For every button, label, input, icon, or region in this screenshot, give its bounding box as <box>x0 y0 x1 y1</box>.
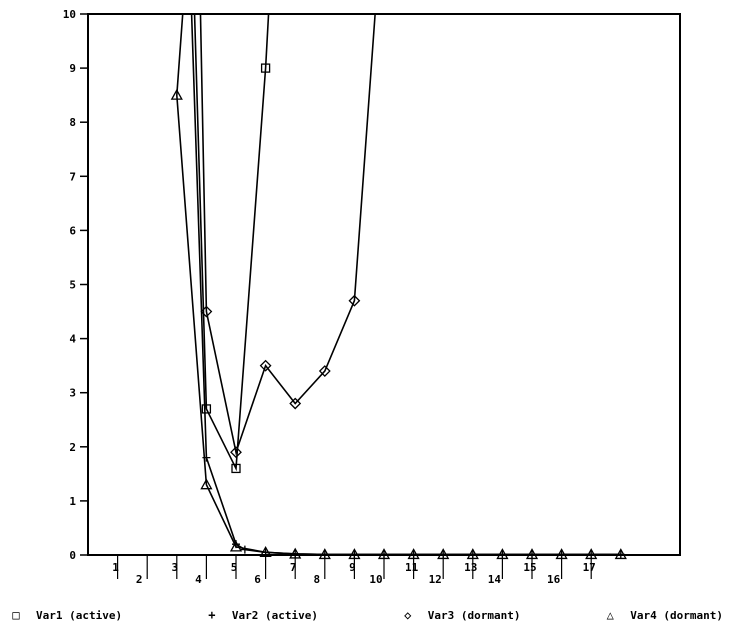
y-tick-label: 9 <box>69 62 76 75</box>
marker-triangle <box>170 88 183 100</box>
x-tick-label: 16 <box>547 573 561 586</box>
legend-label: Var1 (active) <box>36 608 123 622</box>
marker-triangle <box>348 548 361 560</box>
series-line-2 <box>190 13 621 556</box>
marker-triangle <box>377 548 391 560</box>
legend-square-icon: □ <box>12 608 20 622</box>
x-tick-label: 5 <box>231 561 238 574</box>
x-tick-label: 2 <box>136 573 143 586</box>
legend-item: ◇ Var3 (dormant) <box>400 608 521 622</box>
marker-triangle <box>496 548 509 560</box>
legend-item: □ Var1 (active) <box>8 608 122 622</box>
marker-diamond <box>200 305 213 318</box>
marker-diamond <box>259 359 272 372</box>
y-tick-label: 3 <box>69 387 76 400</box>
y-tick-label: 10 <box>63 8 76 21</box>
marker-triangle <box>407 548 420 560</box>
y-tick-label: 4 <box>69 333 76 346</box>
marker-plus <box>240 545 249 554</box>
series-line-1 <box>193 13 270 472</box>
series-line-4 <box>175 13 621 556</box>
marker-triangle <box>289 547 302 559</box>
x-tick-label: 3 <box>171 561 178 574</box>
legend-plus-icon: + <box>208 608 216 622</box>
marker-diamond <box>318 365 331 377</box>
legend-label: Var4 (dormant) <box>630 608 723 622</box>
x-tick-label: 9 <box>349 561 356 574</box>
legend-triangle-icon: △ <box>606 608 614 622</box>
marker-triangle <box>614 548 627 560</box>
marker-square <box>260 63 271 73</box>
marker-triangle <box>437 548 450 560</box>
series-lines <box>175 13 621 556</box>
marker-diamond <box>230 446 242 459</box>
x-tick-label: 4 <box>195 573 202 586</box>
marker-triangle <box>318 548 331 560</box>
marker-triangle <box>229 540 243 552</box>
y-tick-label: 1 <box>69 495 76 508</box>
x-tick-label: 12 <box>429 573 442 586</box>
x-tick-label: 11 <box>405 561 419 574</box>
marker-triangle <box>466 548 479 560</box>
legend-diamond-icon: ◇ <box>404 608 412 622</box>
x-tick-label: 6 <box>254 573 261 586</box>
x-tick-label: 10 <box>369 573 382 586</box>
legend-item: △ Var4 (dormant) <box>602 608 723 622</box>
x-tick-label: 1 <box>112 561 119 574</box>
y-axis: 0 1 2 3 4 5 6 7 8 9 10 <box>63 8 88 562</box>
marker-plus <box>202 453 211 462</box>
marker-square <box>201 404 212 414</box>
y-tick-label: 6 <box>69 224 76 237</box>
x-tick-label: 15 <box>523 561 536 574</box>
x-tick-label: 8 <box>313 573 320 586</box>
marker-triangle <box>525 548 539 560</box>
legend-label: Var3 (dormant) <box>427 608 521 622</box>
marker-triangle <box>200 478 213 490</box>
y-tick-label: 0 <box>69 549 76 562</box>
x-tick-label: 7 <box>290 561 297 574</box>
marker-triangle <box>585 548 598 560</box>
x-tick-label: 14 <box>488 573 502 586</box>
y-tick-label: 2 <box>69 441 76 454</box>
y-tick-label: 7 <box>69 170 76 183</box>
marker-diamond <box>289 397 302 410</box>
marker-triangle <box>555 548 568 560</box>
series-line-3 <box>199 13 376 456</box>
y-tick-label: 8 <box>69 116 76 129</box>
y-tick-label: 5 <box>69 279 76 292</box>
marker-triangle <box>259 545 272 557</box>
series-markers <box>170 63 627 560</box>
legend-label: Var2 (active) <box>231 608 318 622</box>
x-tick-label: 17 <box>583 561 596 574</box>
legend-item: + Var2 (active) <box>204 608 318 622</box>
marker-square <box>231 463 241 474</box>
marker-diamond <box>348 294 361 307</box>
chart-legend: □ Var1 (active) + Var2 (active) ◇ Var3 (dorma… <box>8 604 723 626</box>
x-tick-label: 13 <box>464 561 477 574</box>
